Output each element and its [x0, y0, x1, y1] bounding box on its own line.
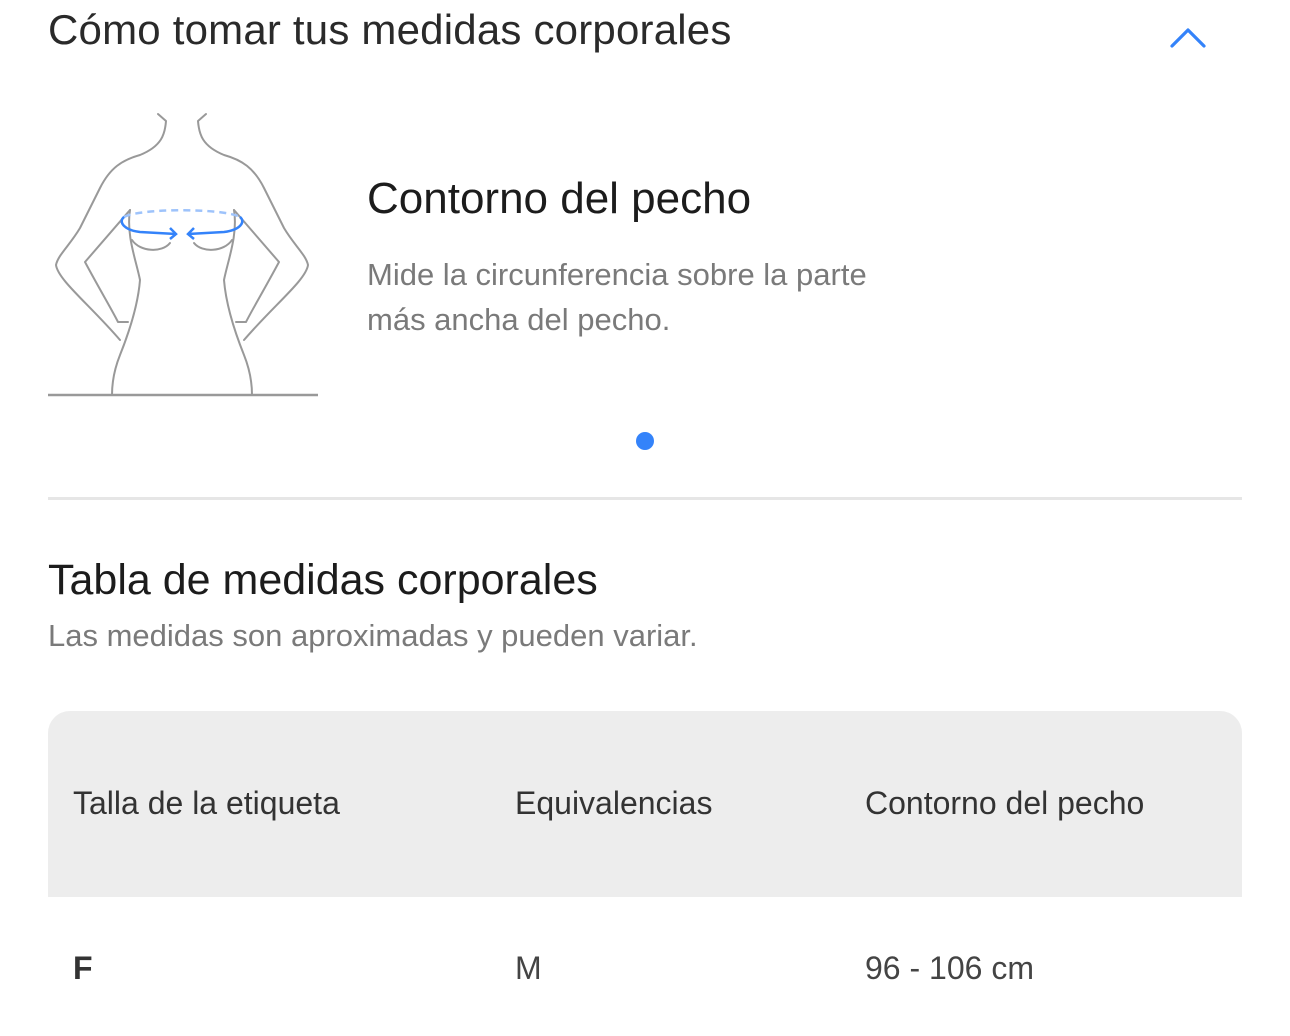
cell-equivalence: M: [515, 950, 542, 986]
table-title: Tabla de medidas corporales: [48, 556, 598, 604]
measurement-description: Mide la circunferencia sobre la parte má…: [367, 257, 867, 337]
collapse-button[interactable]: [1166, 18, 1210, 54]
column-header-equivalences: Equivalencias: [515, 785, 713, 821]
column-header-size-label: Talla de la etiqueta: [73, 785, 340, 821]
chevron-up-icon: [1170, 28, 1206, 48]
cell-size-label: F: [73, 950, 93, 986]
table-header: Talla de la etiqueta Equivalencias Conto…: [48, 711, 1242, 897]
chest-measurement-illustration: [48, 113, 318, 397]
section-title: Cómo tomar tus medidas corporales: [48, 6, 732, 53]
table-subtitle: Las medidas son aproximadas y pueden var…: [48, 618, 698, 653]
column-header-chest: Contorno del pecho: [865, 785, 1145, 821]
cell-chest: 96 - 106 cm: [865, 950, 1034, 986]
carousel-dot-active[interactable]: [636, 432, 654, 450]
divider: [48, 497, 1242, 500]
measurement-title: Contorno del pecho: [367, 174, 752, 223]
